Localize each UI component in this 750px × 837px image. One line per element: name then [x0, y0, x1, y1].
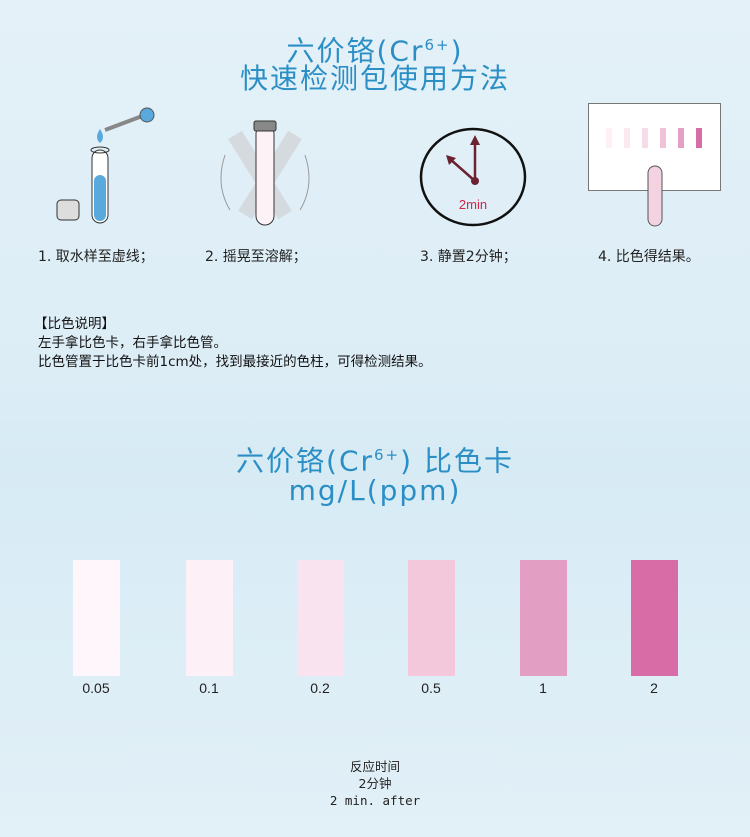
- notes-heading: 【比色说明】: [34, 316, 115, 332]
- step-3-label: 3. 静置2分钟；: [420, 249, 517, 265]
- color-swatch: [297, 560, 344, 676]
- swatch-value: 0.5: [421, 680, 441, 696]
- step-4-label: 4. 比色得结果。: [598, 249, 700, 265]
- step-2-label: 2. 摇晃至溶解；: [205, 249, 307, 265]
- page-title: 六价铬(Cr6+): [286, 34, 464, 68]
- swatch-value: 0.1: [199, 680, 219, 696]
- reaction-time-en: 2 min. after: [329, 793, 421, 808]
- reaction-time-label: 反应时间: [349, 759, 400, 774]
- card-title: 六价铬(Cr6+) 比色卡: [236, 444, 514, 478]
- swatch-value: 2: [650, 680, 658, 696]
- page-subtitle: 快速检测包使用方法: [239, 62, 510, 95]
- color-swatch: [520, 560, 567, 676]
- shaking-tube-icon: [220, 120, 310, 226]
- color-swatch: [186, 560, 233, 676]
- card-unit: mg/L(ppm): [288, 474, 462, 507]
- color-swatch: [631, 560, 678, 676]
- clock-icon: 2min: [419, 127, 527, 227]
- color-swatch: [73, 560, 120, 676]
- step-1-label: 1. 取水样至虚线；: [38, 249, 154, 265]
- swatch-value: 0.05: [82, 680, 110, 696]
- notes-line: 左手拿比色卡，右手拿比色管。: [38, 335, 227, 351]
- notes-line: 比色管置于比色卡前1cm处，找到最接近的色柱，可得检测结果。: [38, 354, 432, 370]
- swatch-value: 0.2: [310, 680, 330, 696]
- clock-text: 2min: [459, 197, 487, 212]
- color-card-comparison-icon: [588, 103, 721, 227]
- color-swatch: [408, 560, 455, 676]
- swatch-value: 1: [539, 680, 547, 696]
- reaction-time-cn: 2分钟: [358, 776, 392, 791]
- test-tube-dropper-icon: [56, 107, 155, 224]
